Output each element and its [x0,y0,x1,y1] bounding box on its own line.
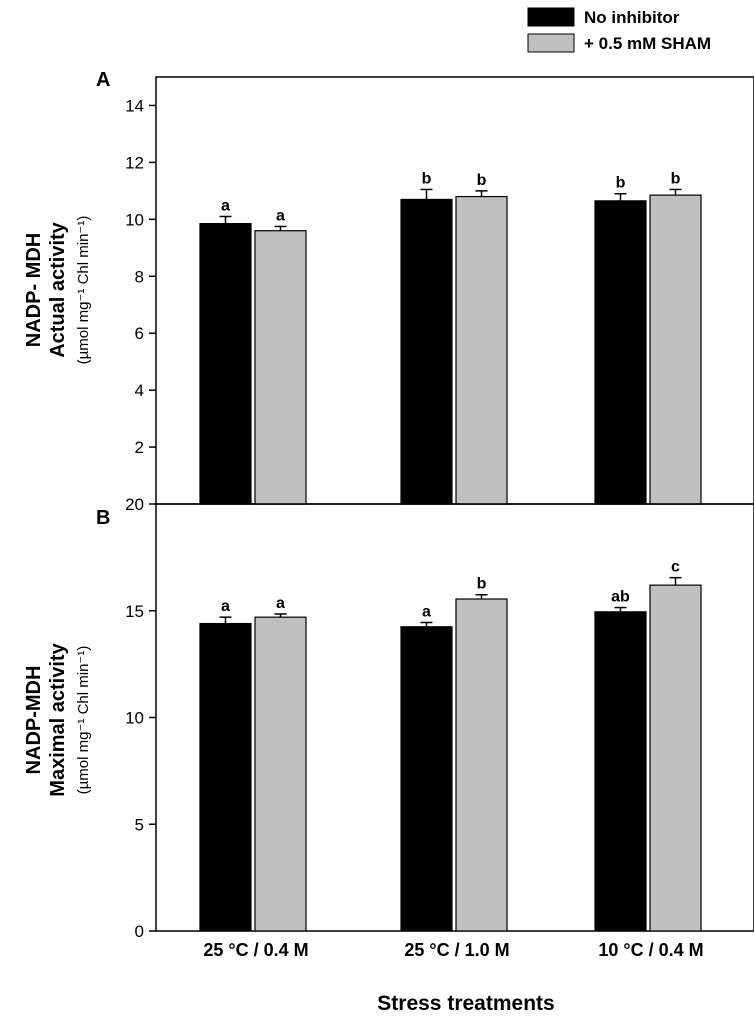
x-axis-title: Stress treatments [377,992,554,1015]
panel-b: B NADP-MDH Maximal activity (µmol mg⁻¹ C… [23,495,754,941]
x-axis-categories: 25 °C / 0.4 M 25 °C / 1.0 M 10 °C / 0.4 … [203,940,703,960]
y-tick-label: 20 [125,495,144,514]
legend-label-no-inhibitor: No inhibitor [584,8,680,27]
panel-a-letter: A [96,69,110,91]
category-label: 25 °C / 1.0 M [404,940,509,960]
significance-label: a [276,207,285,224]
significance-label: b [616,175,626,192]
legend-swatch-sham [527,33,575,53]
y-tick-label: 2 [135,438,144,457]
significance-label: b [477,576,487,593]
bar [254,230,307,505]
significance-label: ab [611,589,630,606]
significance-label: b [671,170,681,187]
bar [400,626,453,932]
bar [594,200,647,505]
y-tick-label: 4 [135,381,144,400]
y-tick-label: 10 [125,709,144,728]
significance-label: a [221,197,230,214]
y-tick-label: 12 [125,153,144,172]
y-tick-label: 8 [135,267,144,286]
panel-a-ylabel-line1: NADP- MDH [23,233,45,347]
significance-label: b [477,172,487,189]
panel-b-ylabel-line1: NADP-MDH [23,666,45,775]
y-tick-label: 14 [125,96,144,115]
legend: No inhibitor + 0.5 mM SHAM [527,7,711,53]
panel-a-ylabel-line2: Actual activity [47,221,69,357]
bar [400,198,453,505]
panel-a: A NADP- MDH Actual activity (µmol mg⁻¹ C… [23,69,754,505]
y-tick-label: 5 [135,815,144,834]
y-tick-label: 0 [135,922,144,941]
significance-label: a [422,603,431,620]
bar [594,611,647,932]
panel-a-bars: a b b a b b [199,170,702,505]
significance-label: b [422,170,432,187]
y-tick-label: 6 [135,324,144,343]
bar [455,598,508,932]
panel-a-y-axis-label: NADP- MDH Actual activity (µmol mg⁻¹ Chl… [23,216,92,365]
category-label: 10 °C / 0.4 M [598,940,703,960]
panel-b-y-axis: 0 5 10 15 20 [125,495,156,941]
panel-b-ylabel-line2: Maximal activity [47,642,69,796]
category-label: 25 °C / 0.4 M [203,940,308,960]
panel-b-letter: B [96,507,110,529]
panel-b-ylabel-unit: (µmol mg⁻¹ Chl min⁻¹) [75,646,92,795]
panel-a-y-axis: 2 4 6 8 10 12 14 [125,96,156,457]
panel-b-y-axis-label: NADP-MDH Maximal activity (µmol mg⁻¹ Chl… [23,642,92,796]
bar [649,194,702,505]
legend-swatch-no-inhibitor [527,7,575,27]
significance-label: a [221,598,230,615]
bar [199,622,252,932]
significance-label: c [671,559,680,576]
bar [199,223,252,505]
legend-label-sham: + 0.5 mM SHAM [584,34,711,53]
bar [254,616,307,932]
bar [455,195,508,505]
panel-a-ylabel-unit: (µmol mg⁻¹ Chl min⁻¹) [75,216,92,365]
y-tick-label: 15 [125,602,144,621]
significance-label: a [276,595,285,612]
y-tick-label: 10 [125,210,144,229]
bar [649,584,702,932]
